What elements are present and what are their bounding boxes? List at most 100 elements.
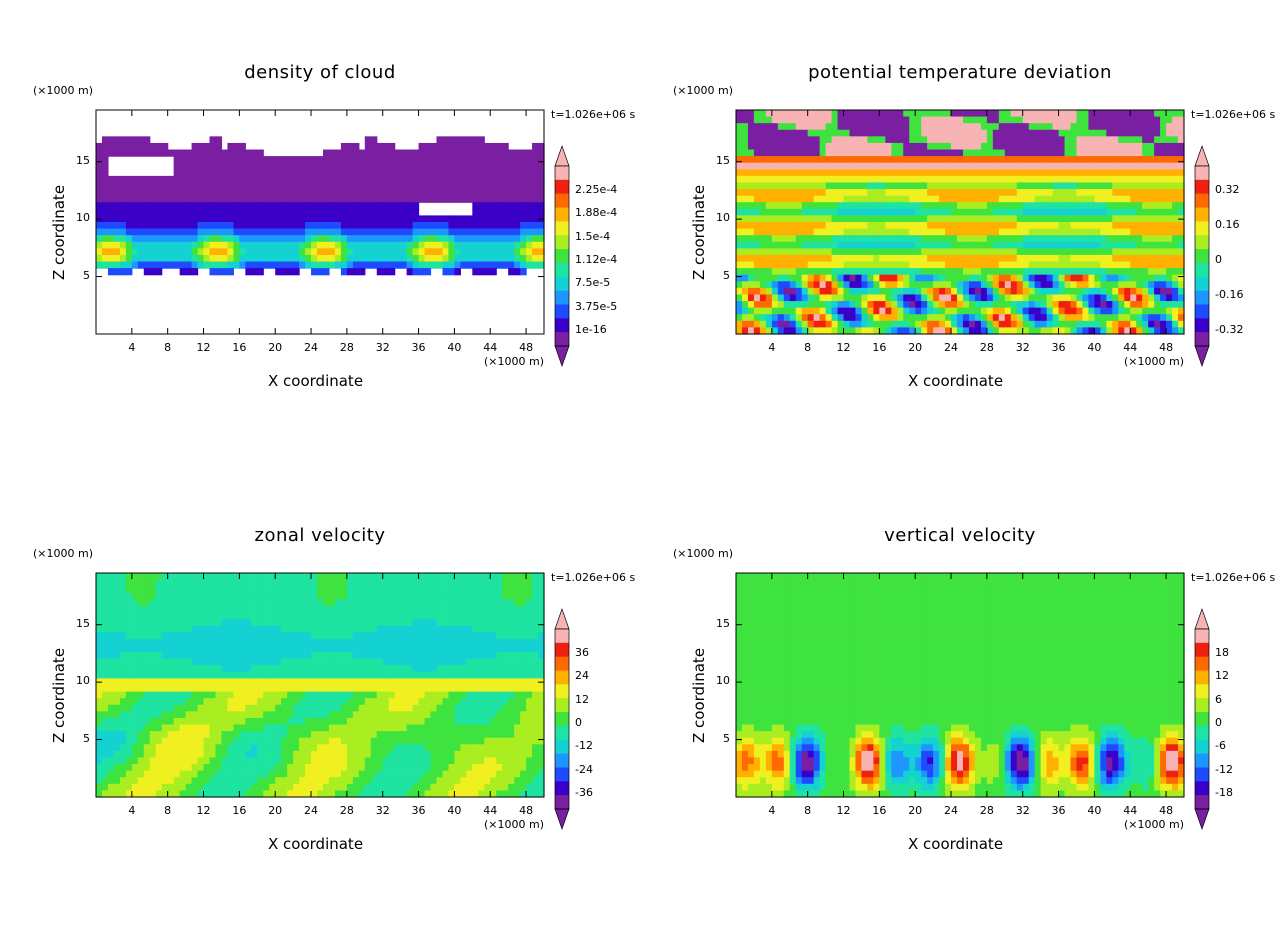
heatmap-cell <box>532 235 539 243</box>
heatmap-cell <box>801 281 809 289</box>
heatmap-cell <box>843 195 851 203</box>
heatmap-cell <box>352 619 360 627</box>
heatmap-cell <box>873 175 880 184</box>
heatmap-cell <box>1028 254 1036 263</box>
heatmap-cell <box>203 215 211 223</box>
heatmap-cell <box>849 274 857 282</box>
heatmap-cell <box>245 268 252 276</box>
heatmap-cell <box>968 307 976 315</box>
heatmap-cell <box>957 189 964 197</box>
heatmap-cell <box>358 182 366 190</box>
heatmap-cell <box>777 116 785 124</box>
heatmap-cell <box>239 182 246 190</box>
heatmap-cell <box>759 162 767 170</box>
heatmap-cell <box>777 301 785 309</box>
heatmap-cell <box>765 294 773 302</box>
heatmap-cell <box>317 169 324 177</box>
heatmap-cell <box>478 579 485 587</box>
heatmap-cell <box>783 110 791 118</box>
heatmap-cell <box>394 149 402 157</box>
heatmap-cell <box>1178 274 1185 282</box>
heatmap-cell <box>801 314 809 322</box>
heatmap-cell <box>801 294 809 302</box>
heatmap-cell <box>155 645 163 653</box>
heatmap-cell <box>191 149 199 157</box>
heatmap-cell <box>855 228 863 236</box>
heatmap-cell <box>1142 162 1149 170</box>
heatmap-cell <box>1034 314 1042 322</box>
heatmap-cell <box>227 579 234 587</box>
heatmap-cell <box>119 241 127 249</box>
heatmap-cell <box>1112 248 1119 256</box>
heatmap-cell <box>448 638 455 647</box>
heatmap-cell <box>388 599 396 607</box>
heatmap-cell <box>257 268 264 276</box>
heatmap-cell <box>825 136 833 144</box>
heatmap-cell <box>1040 175 1048 184</box>
heatmap-cell <box>179 162 187 170</box>
heatmap-cell <box>1160 149 1167 157</box>
heatmap-cell <box>759 287 767 296</box>
heatmap-cell <box>957 268 964 276</box>
heatmap-cell <box>203 182 211 190</box>
heatmap-cell <box>843 320 851 329</box>
heatmap-cell <box>526 241 533 249</box>
heatmap-cell <box>197 612 205 620</box>
heatmap-cell <box>1004 301 1012 309</box>
heatmap-cell <box>394 619 402 627</box>
heatmap-cell <box>879 254 886 263</box>
heatmap-cell <box>1160 202 1167 210</box>
heatmap-cell <box>1148 307 1155 315</box>
heatmap-cell <box>1106 208 1113 217</box>
heatmap-cell <box>783 274 791 282</box>
heatmap-cell <box>197 573 205 581</box>
heatmap-cell <box>1106 149 1113 157</box>
heatmap-cell <box>903 261 910 269</box>
heatmap-cell <box>275 162 282 170</box>
heatmap-cell <box>221 268 229 276</box>
heatmap-cell <box>747 228 755 236</box>
heatmap-cell <box>1166 222 1173 230</box>
heatmap-cell <box>1022 156 1030 164</box>
heatmap-cell <box>287 573 294 581</box>
heatmap-cell <box>376 182 384 190</box>
heatmap-cell <box>1028 301 1036 309</box>
heatmap-cell <box>831 169 839 177</box>
heatmap-cell <box>992 301 1000 309</box>
heatmap-cell <box>352 261 360 269</box>
heatmap-cell <box>1058 142 1066 151</box>
heatmap-cell <box>1082 136 1090 144</box>
heatmap-cell <box>783 320 791 329</box>
heatmap-cell <box>281 599 288 607</box>
heatmap-cell <box>287 162 294 170</box>
heatmap-cell <box>394 169 402 177</box>
heatmap-cell <box>442 632 450 640</box>
heatmap-cell <box>1010 189 1018 197</box>
heatmap-cell <box>921 222 928 230</box>
heatmap-cell <box>179 215 187 223</box>
heatmap-cell <box>107 638 115 647</box>
heatmap-cell <box>101 175 109 184</box>
heatmap-cell <box>251 156 258 164</box>
heatmap-cell <box>239 195 246 203</box>
heatmap-cell <box>245 612 252 620</box>
heatmap-cell <box>287 241 294 249</box>
heatmap-cell <box>1040 294 1048 302</box>
heatmap-cell <box>1052 228 1060 236</box>
heatmap-cell <box>1046 248 1054 256</box>
heatmap-cell <box>113 586 121 594</box>
heatmap-cell <box>1100 287 1107 296</box>
heatmap-cell <box>1070 215 1078 223</box>
heatmap-cell <box>1070 274 1078 282</box>
heatmap-cell <box>795 208 803 217</box>
heatmap-cell <box>346 268 354 276</box>
heatmap-cell <box>951 287 958 296</box>
heatmap-cell <box>807 175 815 184</box>
heatmap-cell <box>986 208 994 217</box>
heatmap-cell <box>873 228 880 236</box>
heatmap-cell <box>753 235 761 243</box>
heatmap-cell <box>861 156 869 164</box>
heatmap-cell <box>394 202 402 210</box>
heatmap-cell <box>1136 294 1143 302</box>
heatmap-cell <box>1070 169 1078 177</box>
